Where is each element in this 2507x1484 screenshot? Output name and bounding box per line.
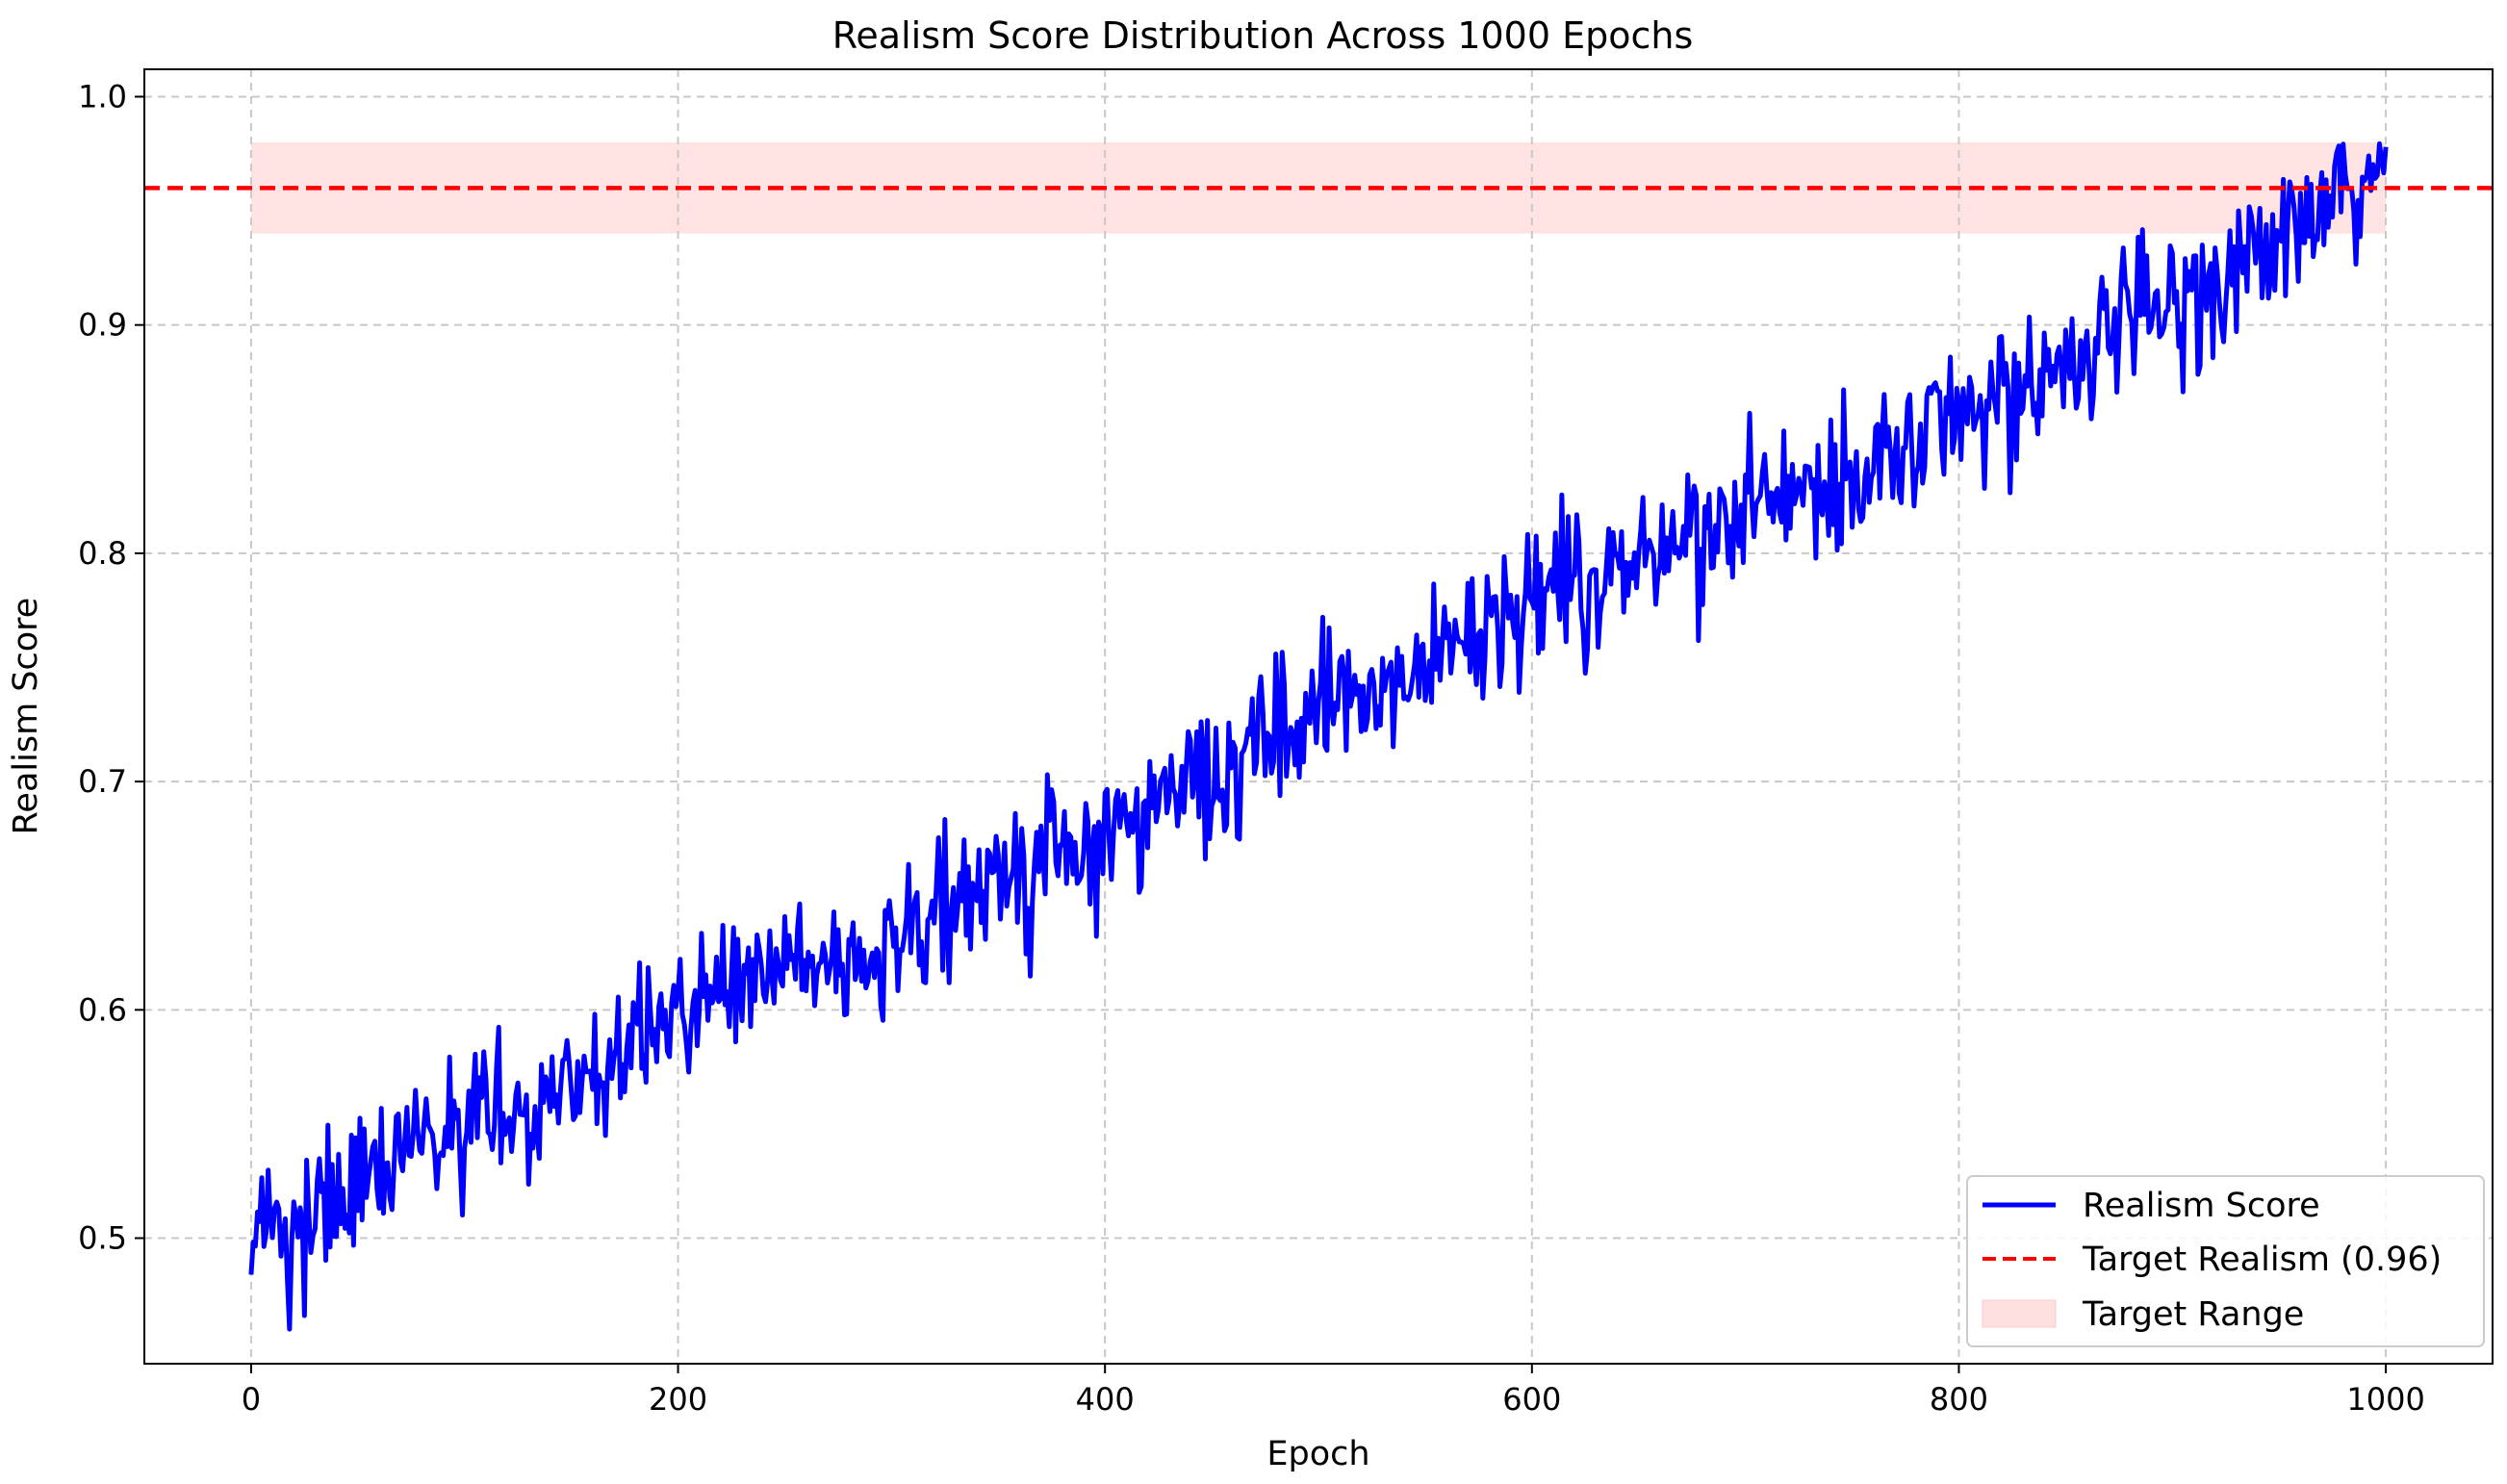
x-tick-label: 800: [1930, 1381, 1988, 1418]
y-tick-label: 0.7: [78, 763, 127, 800]
x-tick-label: 1000: [2346, 1381, 2424, 1418]
y-tick-label: 0.9: [78, 307, 127, 344]
y-axis-label: Realism Score: [7, 598, 45, 835]
y-tick-label: 0.6: [78, 991, 127, 1028]
legend-label-realism-score: Realism Score: [2083, 1187, 2320, 1225]
y-axis-ticks: 0.5 0.6 0.7 0.8 0.9 1.0: [78, 78, 144, 1257]
x-tick-label: 200: [649, 1381, 707, 1418]
legend: Realism Score Target Realism (0.96) Targ…: [1966, 1175, 2485, 1347]
x-tick-label: 0: [242, 1381, 261, 1418]
x-axis-label: Epoch: [1266, 1435, 1369, 1473]
x-axis-ticks: 0 200 400 600 800 1000: [242, 1364, 2425, 1418]
y-tick-label: 1.0: [78, 78, 127, 115]
plot-area-frame: [143, 68, 2494, 1365]
x-tick-label: 400: [1076, 1381, 1135, 1418]
legend-label-target-range: Target Range: [2082, 1295, 2304, 1334]
legend-swatch-target-range: [1982, 1299, 2057, 1328]
y-tick-label: 0.8: [78, 535, 127, 572]
series-line-realism-score: [248, 141, 2389, 1332]
legend-box: [1966, 1175, 2485, 1347]
legend-label-target-realism: Target Realism (0.96): [2082, 1241, 2442, 1279]
chart-title: Realism Score Distribution Across 1000 E…: [832, 14, 1694, 57]
series-layer: [248, 141, 2389, 1332]
y-tick-label: 0.5: [78, 1220, 127, 1257]
x-tick-label: 600: [1502, 1381, 1561, 1418]
